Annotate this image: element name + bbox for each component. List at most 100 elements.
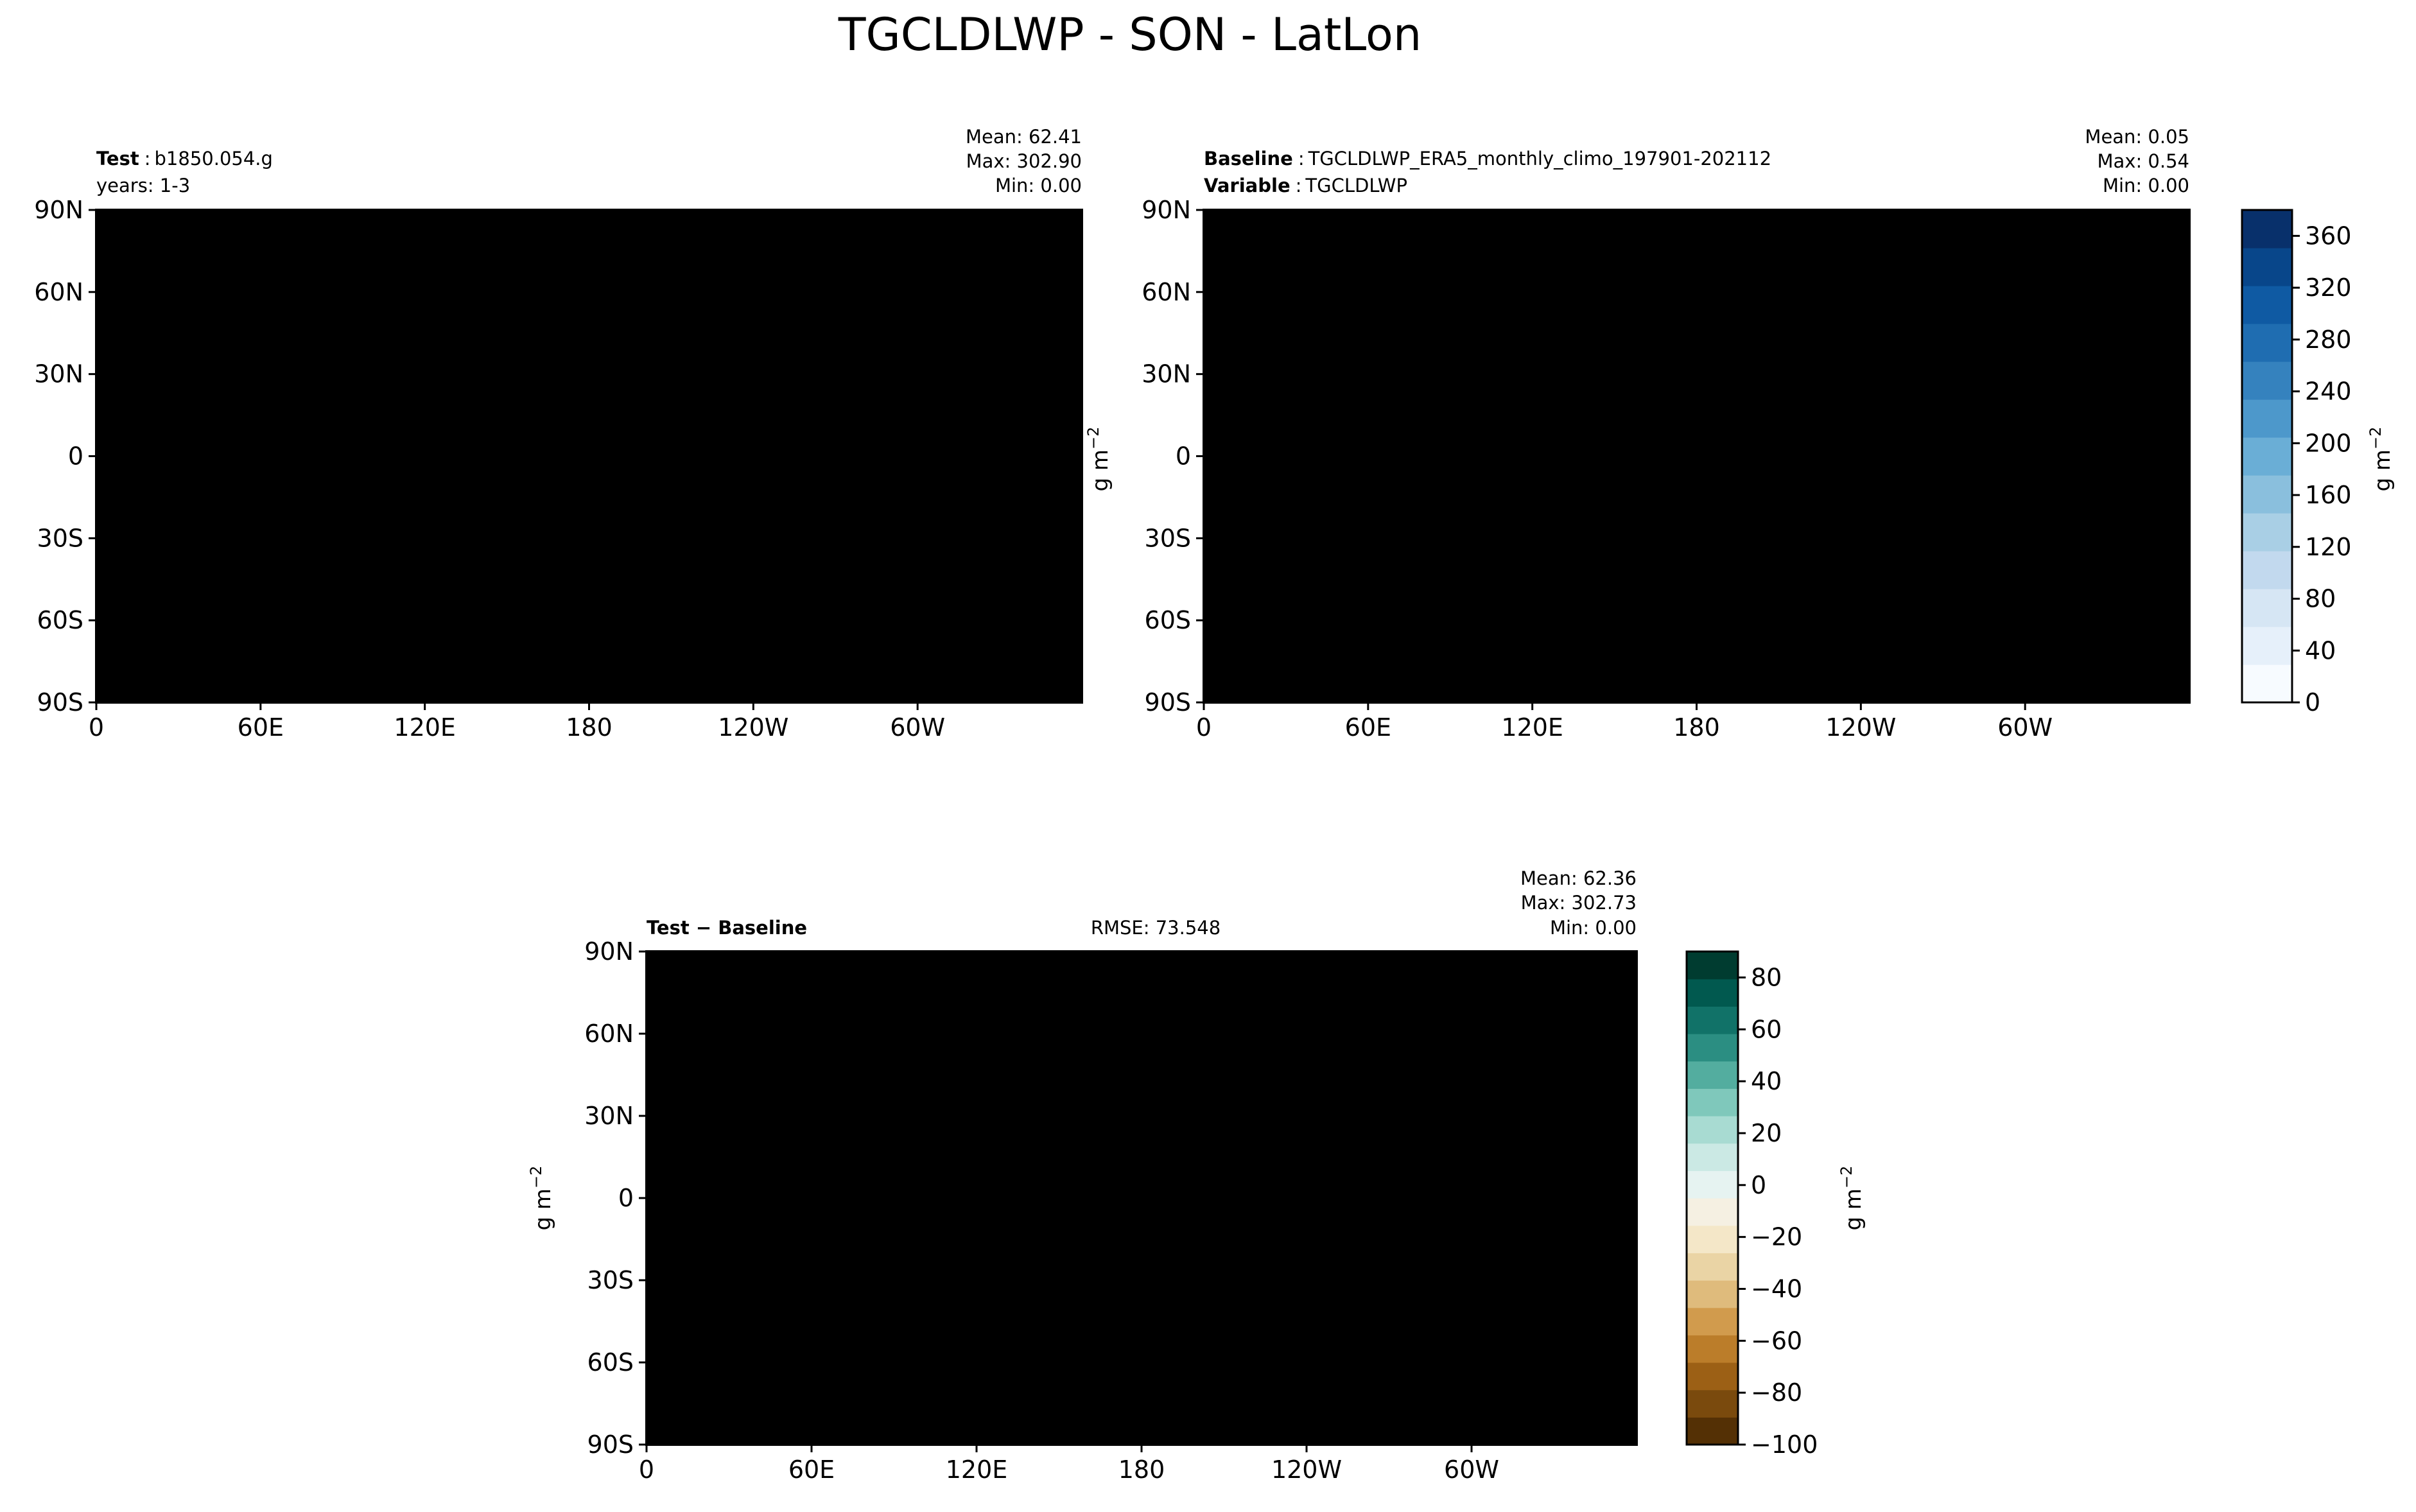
diff-ytick-label: 60S (587, 1348, 634, 1377)
blues-colorbar-segment (2242, 286, 2292, 324)
diff-min: Min: 0.00 (1550, 917, 1637, 939)
diff-max: Max: 302.73 (1521, 892, 1637, 914)
test-ytick-label: 60S (37, 606, 83, 634)
brbg-colorbar-frame (1685, 950, 1739, 1446)
diff-ytick-label: 30N (584, 1102, 634, 1130)
diff-rmse: RMSE: 73.548 (1091, 917, 1221, 939)
panel-test: 0 60E 120E 180 120W 60W 90N 60N 30N 0 30S 60S 90S T… (34, 126, 1083, 742)
diff-xtick-label: 120W (1271, 1456, 1342, 1484)
baseline-variable-key: Variable (1204, 175, 1291, 196)
brbg-colorbar-ticks: 80 60 40 20 0 −20 −40 −60 −80 −100 (1738, 963, 1818, 1459)
baseline-yticks: 90N 60N 30N 0 30S 60S 90S (1142, 196, 1204, 717)
brbg-colorbar-tick-label: −60 (1751, 1326, 1802, 1355)
blues-colorbar-segment (2242, 665, 2292, 703)
brbg-colorbar-tick-label: 60 (1751, 1015, 1782, 1043)
test-ytick-label: 30N (34, 360, 83, 388)
diff-xtick-label: 180 (1118, 1456, 1165, 1484)
test-ytick-label: 60N (34, 278, 83, 306)
diff-xtick-label: 60W (1444, 1456, 1499, 1484)
blues-colorbar-segment (2242, 627, 2292, 665)
diff-ytick-label: 60N (584, 1020, 634, 1048)
baseline-xtick-label: 120W (1825, 713, 1896, 742)
blues-colorbar-segment (2242, 475, 2292, 514)
brbg-colorbar (1687, 952, 1738, 1445)
baseline-mean: Mean: 0.05 (2085, 126, 2189, 148)
baseline-variable-name: TGCLDLWP (1305, 175, 1407, 196)
blues-colorbar-tick-label: 320 (2305, 274, 2352, 302)
baseline-coastlines (1204, 220, 2189, 682)
baseline-label-key: Baseline (1204, 148, 1293, 169)
baseline-xtick-label: 60W (1997, 713, 2053, 742)
test-max: Max: 302.90 (966, 150, 1082, 172)
blues-colorbar-segment (2242, 513, 2292, 552)
test-label: Test: b1850.054.g (96, 148, 273, 169)
brbg-colorbar-tick-label: 0 (1751, 1171, 1766, 1199)
diff-yticks: 90N 60N 30N 0 30S 60S 90S (584, 937, 647, 1459)
diff-xtick-label: 60E (788, 1456, 835, 1484)
baseline-ytick-label: 60N (1142, 278, 1191, 306)
baseline-ytick-label: 90N (1142, 196, 1191, 224)
blues-colorbar-segment (2242, 361, 2292, 400)
baseline-ytick-label: 0 (1176, 442, 1191, 471)
brbg-colorbar-segment (1687, 1362, 1738, 1391)
baseline-ytick-label: 60S (1145, 606, 1191, 634)
blues-colorbar-tick-label: 40 (2305, 636, 2336, 665)
brbg-colorbar-segment (1687, 1307, 1738, 1335)
brbg-colorbar-tick-label: 80 (1751, 963, 1782, 991)
blues-colorbar-ticks: 0 40 80 120 160 200 240 280 320 360 (2292, 222, 2352, 717)
test-case-name: b1850.054.g (155, 148, 273, 169)
baseline-xtick-label: 180 (1673, 713, 1720, 742)
brbg-colorbar-segment (1687, 1335, 1738, 1363)
brbg-colorbar-segment (1687, 952, 1738, 980)
blues-colorbar-tick-label: 120 (2305, 533, 2352, 561)
blues-colorbar-tick-label: 0 (2305, 688, 2320, 717)
test-label-key: Test (96, 148, 139, 169)
brbg-colorbar-segment (1687, 1143, 1738, 1171)
blues-colorbar-segment (2242, 437, 2292, 476)
brbg-colorbar-tick-label: 40 (1751, 1067, 1782, 1095)
baseline-xtick-label: 0 (1196, 713, 1212, 742)
brbg-colorbar-segment (1687, 1116, 1738, 1144)
baseline-variable: Variable: TGCLDLWP (1204, 175, 1407, 196)
brbg-colorbar-segment (1687, 1280, 1738, 1308)
baseline-xtick-label: 60E (1345, 713, 1391, 742)
blues-colorbar-tick-label: 280 (2305, 326, 2352, 354)
test-coastlines (96, 220, 1082, 682)
diff-ylabel: g m−2 (527, 1166, 556, 1231)
blues-colorbar-segment (2242, 589, 2292, 627)
panel-difference: 0 60E 120E 180 120W 60W 90N 60N 30N 0 30S 60S 90S g… (527, 867, 1866, 1484)
blues-colorbar-tick-label: 160 (2305, 481, 2352, 509)
test-xtick-label: 120E (394, 713, 456, 742)
test-xticks: 0 60E 120E 180 120W 60W (89, 702, 945, 742)
figure-title: TGCLDLWP - SON - LatLon (838, 8, 1422, 61)
diff-mean: Mean: 62.36 (1520, 867, 1637, 889)
test-min: Min: 0.00 (995, 175, 1082, 196)
baseline-label: Baseline: TGCLDLWP_ERA5_monthly_climo_197… (1204, 148, 1771, 169)
diff-ytick-label: 90N (584, 937, 634, 966)
brbg-colorbar-segment (1687, 1253, 1738, 1281)
brbg-colorbar-label: g m−2 (1838, 1166, 1866, 1231)
blues-colorbar-tick-label: 200 (2305, 429, 2352, 457)
baseline-ylabel: g m−2 (1084, 427, 1113, 492)
test-ytick-label: 90S (37, 688, 83, 717)
panel-baseline: 0 60E 120E 180 120W 60W 90N 60N 30N 0 30S 60S 90S g… (1084, 126, 2395, 742)
test-ytick-label: 90N (34, 196, 83, 224)
blues-colorbar-segment (2242, 248, 2292, 286)
diff-ytick-label: 30S (587, 1266, 634, 1294)
brbg-colorbar-tick-label: 20 (1751, 1119, 1782, 1147)
brbg-colorbar-segment (1687, 1225, 1738, 1253)
baseline-xtick-label: 120E (1501, 713, 1563, 742)
brbg-colorbar-segment (1687, 1088, 1738, 1117)
test-xtick-label: 180 (566, 713, 613, 742)
diff-xticks: 0 60E 120E 180 120W 60W (639, 1445, 1499, 1484)
baseline-max: Max: 0.54 (2097, 150, 2189, 172)
test-yticks: 90N 60N 30N 0 30S 60S 90S (34, 196, 96, 717)
blues-colorbar-tick-label: 360 (2305, 222, 2352, 250)
brbg-colorbar-tick-label: −80 (1751, 1378, 1802, 1407)
blues-colorbar-segment (2242, 399, 2292, 438)
test-xtick-label: 60W (890, 713, 945, 742)
blues-colorbar-frame (2241, 209, 2293, 704)
baseline-file-name: TGCLDLWP_ERA5_monthly_climo_197901-20211… (1308, 148, 1771, 169)
baseline-xticks: 0 60E 120E 180 120W 60W (1196, 702, 2053, 742)
